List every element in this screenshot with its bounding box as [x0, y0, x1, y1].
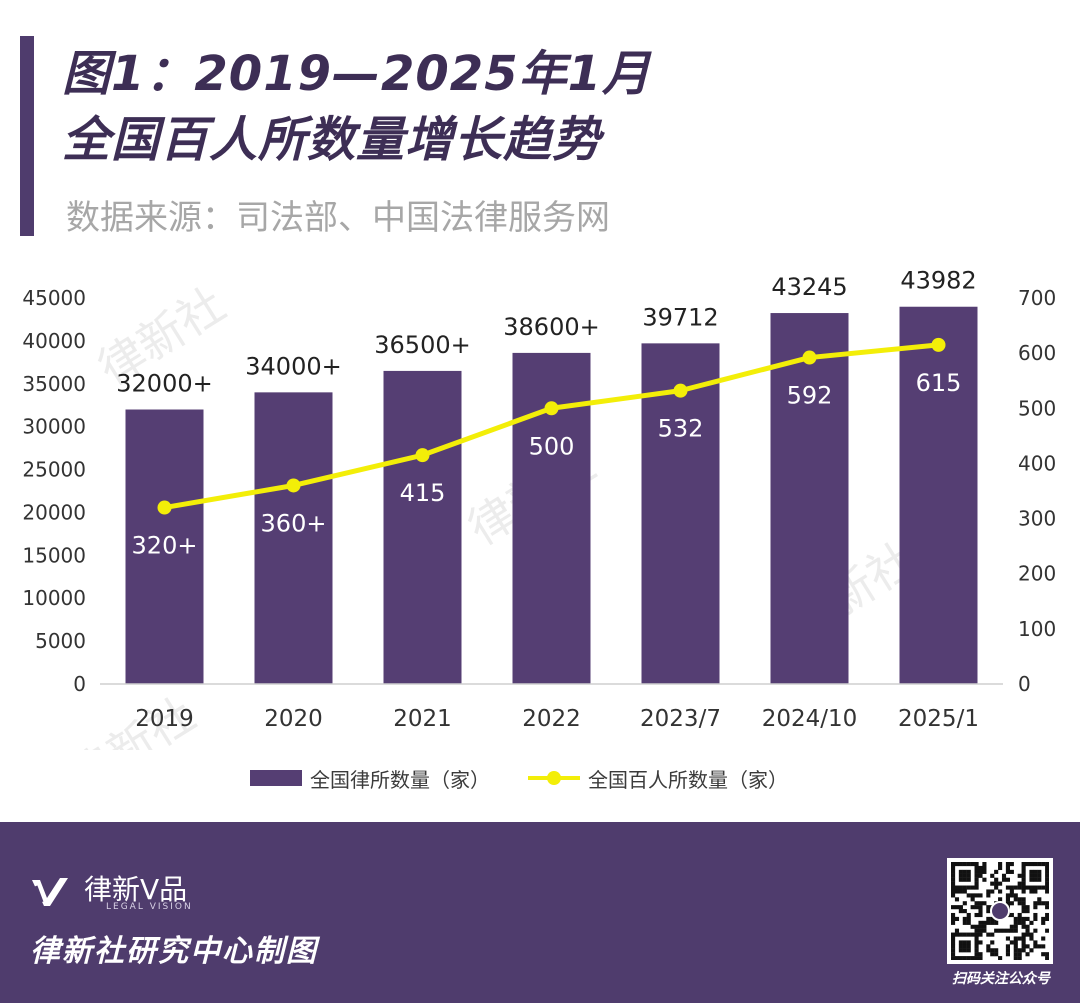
combo-chart: 律新社律新社律新社律新社 050001000015000200002500030… [22, 267, 1056, 750]
line-data-label: 500 [529, 432, 575, 460]
line-data-label: 592 [787, 382, 833, 410]
line-point-2023/7 [673, 383, 688, 398]
bar-data-label: 43982 [900, 267, 976, 295]
brand-subtitle: LEGAL VISION [106, 902, 193, 912]
legend-label-hundred-firms: 全国百人所数量（家） [588, 767, 788, 792]
bar-2021 [383, 370, 462, 684]
bar-2025/1 [899, 306, 978, 684]
legend-label-law-firms: 全国律所数量（家） [310, 767, 490, 792]
y-right-tick-label: 700 [1018, 286, 1056, 310]
x-tick-label: 2023/7 [640, 706, 721, 732]
line-data-label: 320+ [132, 532, 198, 560]
legend-bar-swatch [250, 770, 302, 786]
qr-code-icon[interactable] [947, 858, 1053, 964]
y-left-tick-label: 15000 [22, 543, 86, 567]
y-right-tick-label: 600 [1018, 341, 1056, 365]
y-left-tick-label: 35000 [22, 372, 86, 396]
y-right-tick-label: 500 [1018, 396, 1056, 420]
chart-title-line-1: 图1：2019—2025年1月 [62, 46, 651, 102]
qr-caption: 扫码关注公众号 [952, 971, 1050, 987]
title-accent-bar [20, 36, 34, 236]
brand-logo-icon [32, 878, 68, 906]
y-left-tick-label: 45000 [22, 286, 86, 310]
y-right-tick-label: 400 [1018, 451, 1056, 475]
y-left-tick-label: 0 [73, 672, 86, 696]
y-left-tick-label: 40000 [22, 329, 86, 353]
legend-line-swatch [528, 770, 580, 786]
bar-data-label: 36500+ [374, 331, 470, 359]
line-data-label: 360+ [261, 509, 327, 537]
bar-data-label: 43245 [771, 273, 847, 301]
legend-item-law-firms: 全国律所数量（家） [250, 760, 490, 796]
x-tick-label: 2021 [393, 706, 452, 732]
bar-data-label: 34000+ [245, 352, 341, 380]
line-data-label: 615 [916, 369, 962, 397]
bar-2020 [254, 392, 333, 684]
x-tick-label: 2020 [264, 706, 323, 732]
line-data-label: 415 [400, 479, 446, 507]
line-point-2020 [286, 478, 301, 493]
y-right-tick-label: 0 [1018, 672, 1031, 696]
line-point-2022 [544, 401, 559, 416]
y-right-tick-label: 200 [1018, 562, 1056, 586]
y-left-tick-label: 20000 [22, 500, 86, 524]
y-right-tick-label: 300 [1018, 507, 1056, 531]
x-tick-label: 2019 [135, 706, 194, 732]
chart-credit: 律新社研究中心制图 [30, 934, 318, 969]
bar-2024/10 [770, 313, 849, 684]
bar-data-label: 39712 [642, 303, 718, 331]
y-left-tick-label: 30000 [22, 415, 86, 439]
line-point-2019 [157, 500, 172, 515]
data-source-note: 数据来源：司法部、中国法律服务网 [66, 198, 610, 238]
legend-item-hundred-firms: 全国百人所数量（家） [528, 760, 788, 796]
footer-banner: 律新V品 LEGAL VISION 律新社研究中心制图 扫码关注公众号 [0, 822, 1080, 1003]
y-right-tick-label: 100 [1018, 617, 1056, 641]
bar-data-label: 32000+ [116, 370, 212, 398]
brand-name: 律新V品 [84, 873, 188, 906]
chart-legend: 全国律所数量（家） 全国百人所数量（家） [0, 760, 1080, 796]
x-tick-label: 2024/10 [762, 706, 858, 732]
chart-title-line-2: 全国百人所数量增长趋势 [62, 112, 602, 168]
y-left-tick-label: 10000 [22, 586, 86, 610]
bar-2019 [125, 409, 204, 684]
y-left-tick-label: 5000 [35, 629, 86, 653]
line-point-2025/1 [931, 337, 946, 352]
x-tick-label: 2025/1 [898, 706, 979, 732]
x-tick-label: 2022 [522, 706, 581, 732]
y-left-tick-label: 25000 [22, 458, 86, 482]
line-point-2021 [415, 448, 430, 463]
bar-2023/7 [641, 343, 720, 684]
bar-data-label: 38600+ [503, 313, 599, 341]
line-data-label: 532 [658, 415, 704, 443]
line-point-2024/10 [802, 350, 817, 365]
